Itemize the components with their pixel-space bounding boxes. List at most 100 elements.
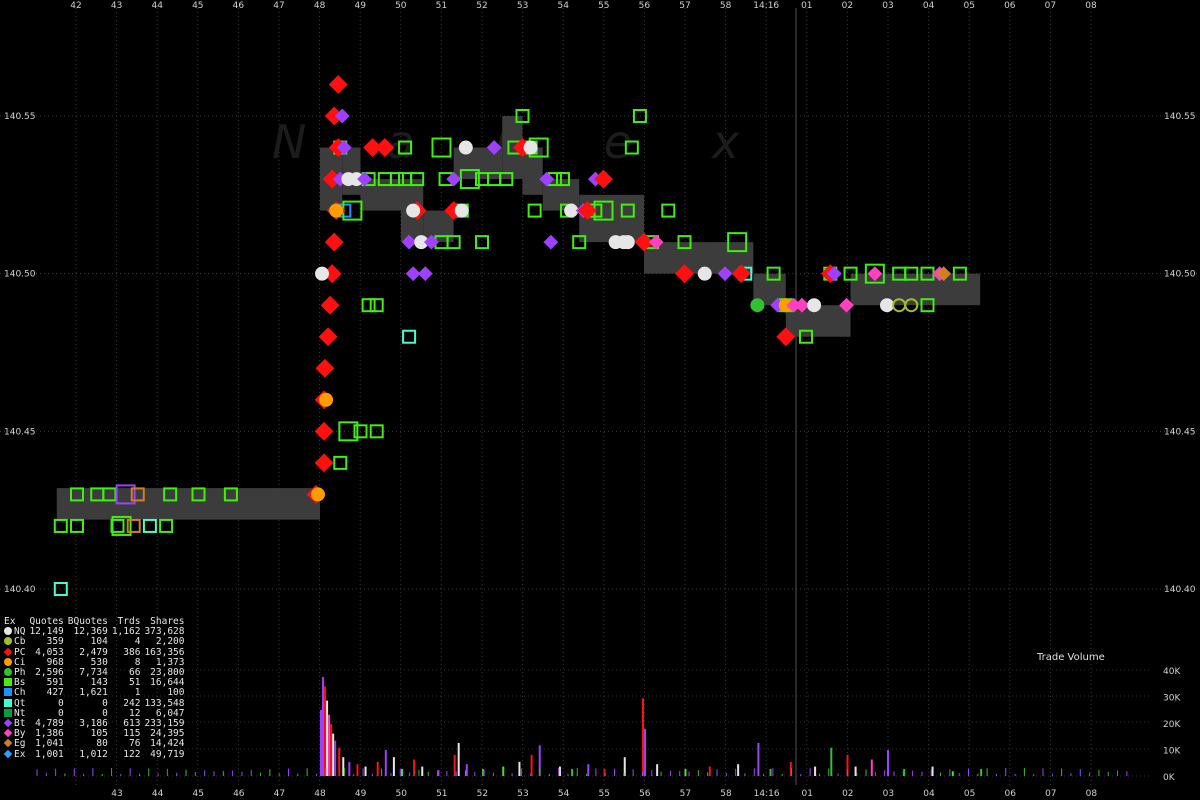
volume-bar — [707, 772, 709, 776]
x-tick-label-bottom: 14:16 — [754, 789, 780, 799]
volume-bar — [338, 747, 341, 776]
legend-row: Qt 0 0 242 133,548 — [4, 697, 184, 709]
x-tick-label-top: 47 — [273, 1, 284, 11]
x-tick-label-top: 55 — [598, 1, 609, 11]
volume-bar — [371, 773, 373, 776]
chart-grid — [0, 8, 1200, 785]
legend-bquotes: 530 — [90, 656, 108, 668]
x-tick-label-bottom: 55 — [598, 789, 609, 799]
volume-bar — [502, 768, 504, 776]
volume-bar — [951, 771, 954, 776]
volume-bar — [1107, 771, 1109, 776]
legend-row: Bt 4,789 3,186 613 233,159 — [3, 718, 184, 729]
x-tick-label-bottom: 05 — [964, 789, 975, 799]
volume-bar — [332, 733, 335, 776]
volume-bar — [520, 768, 522, 776]
legend-quotes: 1,041 — [35, 738, 64, 750]
legend-shares: 6,047 — [155, 707, 185, 719]
trade-marker — [486, 140, 502, 155]
volume-bar — [464, 770, 466, 776]
legend-header-bquotes: BQuotes — [67, 616, 108, 627]
volume-bar — [958, 773, 960, 776]
legend-quotes: 591 — [46, 677, 64, 689]
legend-row: NQ 12,149 12,369 1,162 373,628 — [4, 626, 184, 638]
axes-labels: 140.40 140.40 140.45 140.45 140.50 140.50 140.… — [4, 1, 1196, 799]
volume-bar — [401, 768, 403, 776]
quote-marker — [191, 487, 206, 502]
x-tick-label-top: 03 — [882, 1, 893, 11]
volume-bar — [55, 768, 57, 776]
volume-bar — [518, 761, 521, 776]
volume-bar — [887, 750, 889, 776]
diamond-icon — [3, 739, 13, 748]
circle-icon — [4, 668, 12, 677]
volume-bar — [427, 771, 429, 776]
quote-marker — [110, 518, 125, 533]
circle-icon — [4, 627, 12, 636]
trade-marker — [717, 266, 733, 282]
volume-bar — [157, 773, 159, 776]
trade-marker — [375, 138, 395, 157]
volume-bar — [213, 771, 215, 776]
trade-marker — [314, 453, 334, 473]
volume-bar — [644, 728, 646, 776]
volume-bar — [530, 754, 533, 776]
quote-marker — [130, 487, 145, 502]
volume-bar — [931, 766, 934, 776]
legend-exchange: Qt — [4, 698, 25, 709]
volume-bar — [1014, 773, 1016, 776]
quote-marker — [389, 172, 404, 187]
y-tick-label-right: 140.50 — [1164, 270, 1196, 280]
quote-marker — [369, 298, 384, 313]
volume-bar — [1070, 773, 1072, 776]
quote-marker — [333, 455, 348, 470]
volume-bar — [83, 773, 85, 776]
volume-bar — [241, 771, 243, 776]
legend-bquotes: 0 — [102, 707, 108, 719]
x-tick-label-top: 56 — [639, 1, 651, 11]
volume-bar — [697, 770, 699, 776]
legend-row: Ex 1,001 1,012 122 49,719 — [3, 748, 184, 760]
legend-trades: 122 — [123, 748, 141, 760]
x-tick-label-top: 52 — [476, 1, 487, 11]
legend-exchange-code: Eg — [14, 738, 26, 750]
y-tick-label-left: 140.40 — [4, 585, 36, 595]
legend-exchange-code: Bs — [14, 677, 26, 689]
volume-bar — [586, 773, 588, 776]
volume-bar — [893, 771, 895, 776]
volume-tick-label: 10K — [1163, 747, 1181, 757]
trade-marker — [363, 138, 383, 157]
legend-quotes: 0 — [58, 697, 64, 709]
volume-bar — [986, 768, 988, 776]
volume-bar — [558, 766, 561, 776]
volume-tick-label: 20K — [1163, 720, 1181, 730]
volume-bar — [222, 771, 224, 776]
quote-marker — [677, 235, 692, 250]
legend-quotes: 0 — [58, 707, 64, 719]
legend-bquotes: 143 — [90, 677, 108, 689]
volume-bar — [1089, 772, 1091, 776]
legend-row: PC 4,053 2,479 386 163,356 — [3, 647, 184, 658]
quote-marker — [163, 487, 178, 502]
volume-bar — [421, 766, 424, 776]
x-tick-label-top: 01 — [801, 1, 812, 11]
volume-bar — [381, 768, 383, 776]
trade-marker — [794, 297, 810, 313]
volume-bar — [651, 769, 653, 776]
legend-trades: 4 — [134, 636, 141, 648]
volume-bar — [194, 772, 196, 776]
trade-marker — [634, 232, 654, 252]
quote-marker — [369, 424, 384, 439]
x-tick-label-top: 08 — [1085, 1, 1097, 11]
trade-marker — [320, 295, 340, 315]
x-tick-label-top: 49 — [354, 1, 366, 11]
legend-bquotes: 12,369 — [73, 626, 108, 638]
diamond-icon — [3, 749, 13, 758]
volume-bar — [725, 772, 727, 776]
quote-marker — [70, 487, 84, 502]
quote-marker — [904, 266, 919, 281]
x-tick-label-top: 02 — [842, 1, 853, 11]
volume-bar — [623, 772, 625, 776]
volume-bar — [854, 766, 857, 776]
